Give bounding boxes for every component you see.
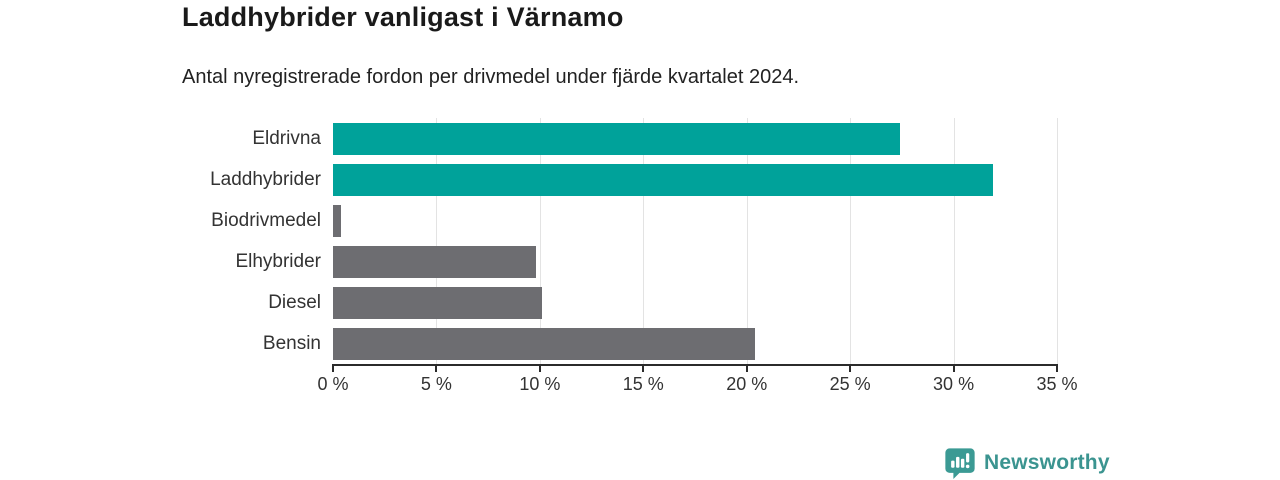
- plot-area: [333, 118, 1058, 365]
- bar-biodrivmedel: [333, 204, 342, 237]
- bar-series: [333, 118, 1057, 365]
- bar-row: [333, 159, 1057, 200]
- x-tick-label: 35 %: [1036, 374, 1078, 394]
- newsworthy-icon: [943, 446, 977, 480]
- category-axis: Eldrivna Laddhybrider Biodrivmedel Elhybrid…: [0, 118, 321, 365]
- bar-eldrivna: [333, 122, 900, 155]
- x-tick-label: 15 %: [622, 374, 664, 394]
- category-label: Eldrivna: [252, 127, 321, 149]
- bar-row: [333, 200, 1057, 241]
- axis-tick: [849, 366, 852, 372]
- category-label: Elhybrider: [235, 251, 321, 273]
- x-tick-label: 0 %: [317, 374, 349, 394]
- x-tick-label: 20 %: [726, 374, 768, 394]
- axis-tick: [952, 366, 955, 372]
- gridline: [1057, 118, 1058, 365]
- bar-row: [333, 324, 1057, 365]
- axis-tick: [1056, 366, 1058, 372]
- x-tick-label: 10 %: [519, 374, 561, 394]
- axis-tick: [435, 366, 438, 372]
- bar-bensin: [333, 328, 755, 361]
- axis-tick: [538, 366, 541, 372]
- bar-row: [333, 118, 1057, 159]
- gridline: [746, 118, 748, 365]
- bar-diesel: [333, 287, 542, 320]
- x-tick-label: 5 %: [420, 374, 452, 394]
- gridline: [643, 118, 645, 365]
- bar-row: [333, 283, 1057, 324]
- bar-laddhybrider: [333, 163, 993, 196]
- newsworthy-logo[interactable]: Newsworthy: [943, 446, 1110, 480]
- newsworthy-wordmark: Newsworthy: [984, 451, 1110, 474]
- bar-row: [333, 242, 1057, 283]
- gridline: [850, 118, 852, 365]
- x-tick-label: 25 %: [829, 374, 871, 394]
- chart-title: Laddhybrider vanligast i Värnamo: [182, 2, 624, 32]
- gridline: [436, 118, 438, 365]
- x-tick-label: 30 %: [933, 374, 975, 394]
- category-label: Bensin: [262, 333, 321, 355]
- axis-tick: [332, 366, 334, 372]
- gridline: [539, 118, 541, 365]
- axis-tick: [745, 366, 748, 372]
- axis-tick: [642, 366, 645, 372]
- chart-subtitle: Antal nyregistrerade fordon per drivmede…: [182, 66, 800, 88]
- gridline: [953, 118, 955, 365]
- category-label: Diesel: [268, 292, 321, 314]
- bar-elhybrider: [333, 246, 536, 279]
- category-label: Laddhybrider: [210, 168, 321, 190]
- category-label: Biodrivmedel: [211, 209, 321, 231]
- x-axis-line: [332, 364, 1058, 366]
